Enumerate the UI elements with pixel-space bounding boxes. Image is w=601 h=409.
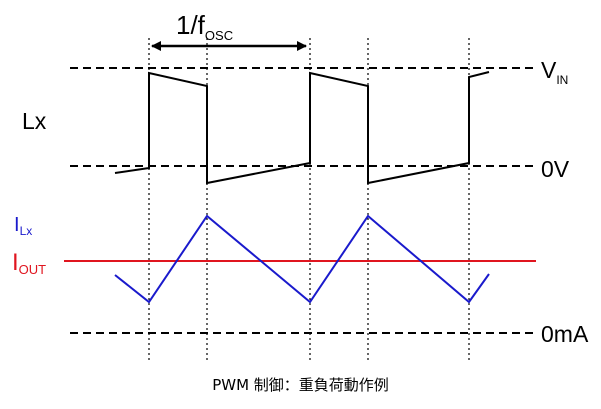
iout-label: IOUT — [12, 249, 46, 277]
lx-waveform — [114, 71, 490, 185]
figure-caption: PWM 制御：重負荷動作例 — [212, 376, 389, 394]
zero-v-label: 0V — [541, 156, 570, 182]
vin-label: VIN — [541, 57, 568, 87]
inductor-current-waveform — [114, 214, 490, 304]
period-label: 1/fOSC — [176, 10, 233, 43]
reference-lines — [70, 67, 536, 334]
lx-label: Lx — [22, 108, 47, 134]
zero-ma-label: 0mA — [541, 321, 589, 347]
ilx-label: ILx — [14, 214, 32, 238]
timing-markers — [148, 38, 470, 360]
